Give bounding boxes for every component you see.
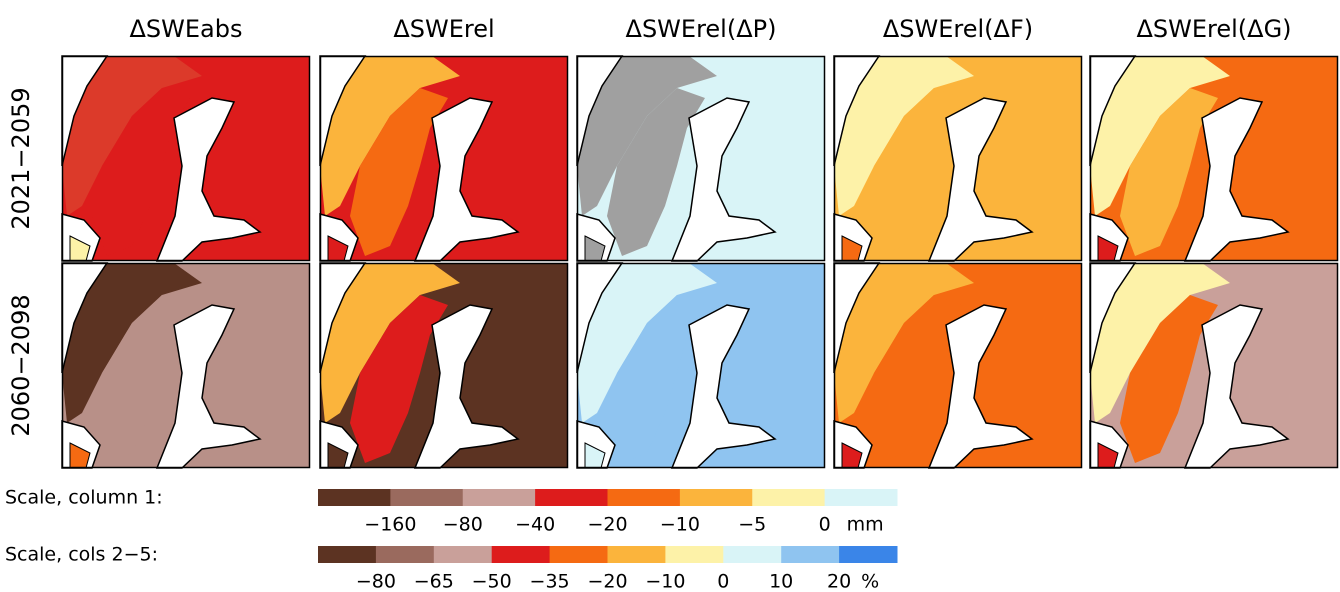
column-title: ΔSWErel (393, 15, 494, 43)
map-sea (670, 97, 777, 262)
map-panel (319, 55, 569, 262)
map-region (834, 263, 974, 423)
column-title: ΔSWErel(ΔG) (1136, 15, 1291, 43)
map-panel (833, 55, 1083, 262)
colorbar-segment (781, 546, 840, 563)
map-region (320, 56, 460, 216)
map-sea (1183, 97, 1290, 262)
map-sea (155, 97, 262, 262)
map-frame (833, 262, 1083, 469)
map-region (577, 56, 717, 216)
map-sea (670, 304, 777, 469)
map-frame (61, 55, 311, 262)
colorbar-tick-label: −50 (472, 571, 512, 592)
colorbar-segment (824, 489, 898, 506)
map-panel (1089, 262, 1339, 469)
colorbar-tick-label: −65 (414, 571, 454, 592)
colorbar-tick-label: −5 (738, 514, 766, 536)
map-frame (319, 262, 569, 469)
map-region (350, 88, 448, 256)
map-panel (833, 262, 1083, 469)
colorbar-tick-label: 20 (827, 571, 851, 592)
colorbar-tick-label: 10 (769, 571, 793, 592)
colorbar-tick-label: 0 (819, 514, 831, 536)
map-region (1120, 88, 1218, 256)
map-frame (1089, 55, 1339, 262)
map-panel (576, 55, 826, 262)
colorbar-segment (491, 546, 551, 563)
colorbar-segment (607, 489, 681, 506)
colorbar-tick-label: −80 (356, 571, 396, 592)
colorbar-segment (318, 546, 377, 563)
map-region (1120, 295, 1218, 463)
map-region (62, 56, 202, 216)
colorbar-segment (462, 489, 536, 506)
map-panel (61, 262, 311, 469)
map-region (864, 295, 962, 463)
row-label: 2060−2098 (7, 294, 35, 436)
colorbar-segment (607, 546, 666, 563)
map-sea (927, 97, 1034, 262)
map-frame (576, 55, 826, 262)
colorbar-segment (375, 546, 435, 563)
map-panel (61, 55, 311, 262)
map-region (1090, 56, 1230, 216)
colorbar-segment (752, 489, 826, 506)
map-frame (576, 262, 826, 469)
colorbar-tick-label: −80 (443, 514, 483, 536)
colorbar-tick-label: −160 (364, 514, 416, 536)
map-sea (927, 304, 1034, 469)
scale-label: Scale, column 1: (5, 487, 163, 509)
map-region (92, 88, 190, 256)
column-title: ΔSWErel(ΔP) (626, 15, 777, 43)
column-title: ΔSWErel(ΔF) (883, 15, 1033, 43)
map-sea (413, 304, 520, 469)
map-sea (1183, 304, 1290, 469)
colorbar-tick-label: −10 (660, 514, 700, 536)
colorbar-segment (535, 489, 608, 506)
map-region (320, 263, 460, 423)
colorbar-tick-label: −35 (530, 571, 570, 592)
column-title: ΔSWEabs (130, 15, 243, 43)
colorbar-tick-label: −10 (645, 571, 685, 592)
map-frame (319, 55, 569, 262)
map-region (607, 88, 705, 256)
map-region (834, 56, 974, 216)
map-sea (155, 304, 262, 469)
map-panel (576, 262, 826, 469)
colorbar-tick-label: 0 (717, 571, 729, 592)
scale-label: Scale, cols 2−5: (5, 544, 158, 566)
colorbar-unit: mm (847, 514, 884, 536)
colorbar-segment (839, 546, 898, 563)
map-region (350, 295, 448, 463)
map-panel (319, 262, 569, 469)
row-label: 2021−2059 (7, 87, 35, 229)
map-frame (61, 262, 311, 469)
colorbar-segment (318, 489, 391, 506)
colorbar-tick-label: −20 (587, 571, 627, 592)
colorbar-tick-label: −40 (515, 514, 555, 536)
map-sea (413, 97, 520, 262)
colorbar-tick-label: −20 (587, 514, 627, 536)
map-region (864, 88, 962, 256)
map-region (607, 295, 705, 463)
map-frame (1089, 262, 1339, 469)
map-region (92, 295, 190, 463)
colorbar-unit: % (861, 571, 879, 592)
colorbar-segment (433, 546, 493, 563)
map-region (62, 263, 202, 423)
colorbar-segment (390, 489, 464, 506)
map-region (577, 263, 717, 423)
colorbar-segment (665, 546, 724, 563)
map-region (1090, 263, 1230, 423)
map-frame (833, 55, 1083, 262)
colorbar-segment (549, 546, 608, 563)
map-panel (1089, 55, 1339, 262)
colorbar-segment (679, 489, 753, 506)
colorbar-segment (723, 546, 782, 563)
